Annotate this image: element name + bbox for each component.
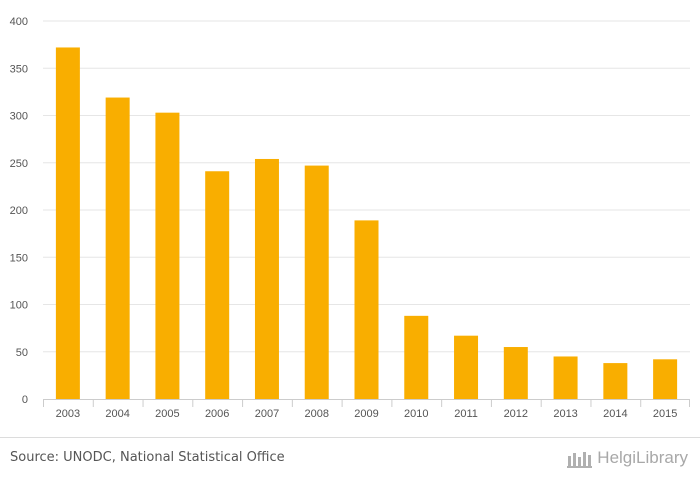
bar-chart: 0 50 100 150 200 250 300 350 400 2003 2004 2005 2006… <box>10 16 690 420</box>
x-tick-label: 2014 <box>603 408 627 420</box>
x-tick-label: 2007 <box>255 408 279 420</box>
library-logo-icon <box>567 452 593 468</box>
y-tick-label: 100 <box>10 300 28 312</box>
bar <box>354 220 379 399</box>
x-tick-label: 2003 <box>56 408 80 420</box>
x-tick-label: 2012 <box>504 408 528 420</box>
y-tick-label: 200 <box>10 205 28 217</box>
bar <box>454 335 479 399</box>
x-tick-label: 2009 <box>354 408 378 420</box>
x-tick-label: 2005 <box>155 408 179 420</box>
bar <box>653 359 678 399</box>
x-tick-label: 2006 <box>205 408 229 420</box>
brand-name: HelgiLibrary <box>597 448 688 467</box>
y-tick-label: 400 <box>10 16 28 28</box>
bar <box>404 315 429 399</box>
x-tick-label: 2008 <box>304 408 328 420</box>
y-tick-label: 300 <box>10 111 28 123</box>
bar <box>603 363 628 399</box>
y-tick-label: 250 <box>10 158 28 170</box>
bar <box>503 347 528 399</box>
x-tick-label: 2013 <box>553 408 577 420</box>
y-tick-label: 350 <box>10 63 28 75</box>
bar <box>55 47 80 400</box>
bar <box>155 112 180 399</box>
footer-divider <box>0 437 700 438</box>
source-note: Source: UNODC, National Statistical Offi… <box>10 450 285 465</box>
bar <box>304 165 329 399</box>
bar <box>205 171 230 399</box>
x-tick-label: 2015 <box>653 408 677 420</box>
x-tick-label: 2004 <box>105 408 129 420</box>
bar <box>254 158 279 399</box>
bar <box>105 97 130 400</box>
y-tick-label: 150 <box>10 252 28 264</box>
brand-logo: HelgiLibrary <box>567 448 688 468</box>
x-tick-label: 2010 <box>404 408 428 420</box>
y-tick-label: 50 <box>16 347 28 359</box>
y-tick-label: 0 <box>22 394 28 406</box>
x-tick-label: 2011 <box>454 408 478 420</box>
bar <box>553 356 578 399</box>
